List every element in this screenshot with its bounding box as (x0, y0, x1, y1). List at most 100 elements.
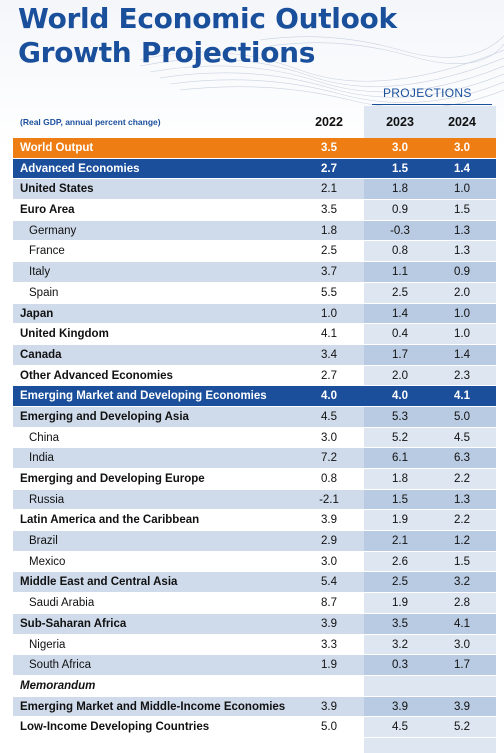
row-value-2022: 1.8 (321, 224, 337, 237)
row-label: Emerging and Developing Europe (20, 473, 205, 485)
table-row: United States 2.1 1.8 1.0 (13, 179, 496, 201)
table-row: Italy 3.7 1.1 0.9 (13, 262, 496, 283)
row-value-2022: 3.9 (321, 514, 337, 527)
row-value-2022: 2.1 (321, 183, 337, 196)
row-label: Nigeria (29, 638, 66, 651)
table-row: Canada 3.4 1.7 1.4 (13, 344, 496, 366)
row-value-2022: 2.9 (321, 535, 337, 548)
row-value-2024: 0.9 (454, 266, 470, 279)
row-value-2022: 5.4 (321, 576, 337, 589)
row-value-2022: 8.7 (321, 597, 337, 610)
subtitle: (Real GDP, annual percent change) (20, 117, 161, 127)
table-row: France 2.5 0.8 1.3 (13, 241, 496, 263)
row-label: Brazil (29, 535, 58, 548)
row-value-2023: 2.5 (392, 286, 408, 299)
row-value-2024: 4.1 (454, 617, 470, 630)
row-value-2022: -2.1 (319, 493, 339, 506)
row-value-2024: 3.0 (454, 142, 470, 154)
row-value-2024: 5.2 (454, 721, 470, 734)
row-value-2023: 3.0 (392, 142, 408, 154)
row-value-2024: 1.0 (454, 183, 470, 196)
table-row: Saudi Arabia 8.7 1.9 2.8 (13, 593, 496, 614)
row-value-2022: 3.3 (321, 638, 337, 651)
table-row: Mexico 3.0 2.6 1.5 (13, 552, 496, 573)
row-value-2023: 4.0 (392, 390, 408, 403)
row-value-2022: 1.0 (321, 307, 337, 320)
row-label: Emerging and Developing Asia (20, 410, 189, 423)
row-label: Middle East and Central Asia (20, 576, 178, 589)
col-header-2022: 2022 (315, 115, 343, 129)
row-value-2022: 3.5 (321, 142, 337, 154)
row-value-2023: 1.7 (392, 348, 408, 361)
table-row: Emerging and Developing Europe 0.8 1.8 2.2 (13, 469, 496, 490)
row-value-2023: 2.5 (392, 576, 408, 589)
table-row: Advanced Economies 2.7 1.5 1.4 (13, 158, 496, 180)
row-label: Germany (29, 224, 77, 237)
row-label: United Kingdom (20, 328, 109, 341)
row-value-2023: 1.5 (392, 162, 408, 175)
row-label: Other Advanced Economies (20, 369, 173, 382)
row-label: Russia (29, 493, 65, 506)
row-value-2023: 0.4 (392, 328, 408, 341)
title-line-2: Growth Projections (18, 36, 316, 69)
projections-column-background (364, 106, 496, 753)
table-row: Spain 5.5 2.5 2.0 (13, 283, 496, 304)
row-value-2023: 1.5 (392, 493, 408, 506)
table-row: Emerging Market and Developing Economies… (13, 386, 496, 407)
row-value-2023: -0.3 (390, 224, 410, 237)
row-value-2024: 1.2 (454, 535, 470, 548)
table-row: South Africa 1.9 0.3 1.7 (13, 655, 496, 676)
table-row: Middle East and Central Asia 5.4 2.5 3.2 (13, 572, 496, 594)
row-value-2024: 2.2 (454, 473, 470, 485)
row-value-2023: 3.2 (392, 638, 408, 651)
row-label: Canada (20, 348, 62, 361)
row-value-2023: 5.3 (392, 410, 408, 423)
row-value-2023: 1.8 (392, 183, 408, 196)
row-value-2022: 2.5 (321, 245, 337, 258)
table-row: Latin America and the Caribbean 3.9 1.9 2.2 (13, 510, 496, 532)
row-value-2024: 1.3 (454, 493, 470, 506)
row-value-2023: 1.9 (392, 597, 408, 610)
row-value-2023: 0.9 (392, 204, 408, 217)
row-label: Emerging Market and Developing Economies (20, 390, 267, 403)
row-value-2024: 1.4 (454, 162, 470, 175)
header: World Economic Outlook Growth Projection… (0, 0, 504, 150)
row-value-2023: 2.0 (392, 369, 408, 382)
row-label: France (29, 245, 65, 258)
row-value-2024: 3.9 (454, 700, 470, 713)
table-row: Russia -2.1 1.5 1.3 (13, 489, 496, 511)
row-value-2024: 1.4 (454, 348, 470, 361)
col-header-2023: 2023 (386, 115, 414, 129)
row-value-2022: 1.9 (321, 659, 337, 672)
row-value-2024: 1.5 (454, 555, 470, 568)
row-value-2024: 3.2 (454, 576, 470, 589)
row-value-2022: 3.4 (321, 348, 337, 361)
row-value-2024: 1.7 (454, 659, 470, 672)
row-value-2023: 2.1 (392, 535, 408, 548)
row-value-2024: 3.0 (454, 638, 470, 651)
row-value-2023: 4.5 (392, 721, 408, 734)
row-value-2024: 2.3 (454, 369, 470, 382)
row-value-2022: 0.8 (321, 473, 337, 485)
row-value-2022: 4.0 (321, 390, 337, 403)
table-row: Sub-Saharan Africa 3.9 3.5 4.1 (13, 613, 496, 635)
projections-label: PROJECTIONS (383, 86, 472, 100)
table-row: Japan 1.0 1.4 1.0 (13, 303, 496, 325)
row-label: Spain (29, 286, 59, 299)
row-value-2022: 4.1 (321, 328, 337, 341)
row-value-2024: 2.2 (454, 514, 470, 527)
row-value-2024: 2.8 (454, 597, 470, 610)
row-value-2023: 1.8 (392, 473, 408, 485)
row-value-2023: 1.9 (392, 514, 408, 527)
row-label: Sub-Saharan Africa (20, 617, 127, 630)
row-value-2022: 4.5 (321, 410, 337, 423)
table-row: India 7.2 6.1 6.3 (13, 448, 496, 469)
table-row: Euro Area 3.5 0.9 1.5 (13, 200, 496, 221)
row-value-2022: 3.9 (321, 700, 337, 713)
table-row: Memorandum (13, 676, 496, 697)
col-header-2024: 2024 (448, 115, 476, 129)
row-value-2022: 7.2 (321, 452, 337, 465)
row-value-2022: 2.7 (321, 369, 337, 382)
row-value-2022: 2.7 (321, 162, 337, 175)
row-value-2024: 4.5 (454, 431, 470, 444)
